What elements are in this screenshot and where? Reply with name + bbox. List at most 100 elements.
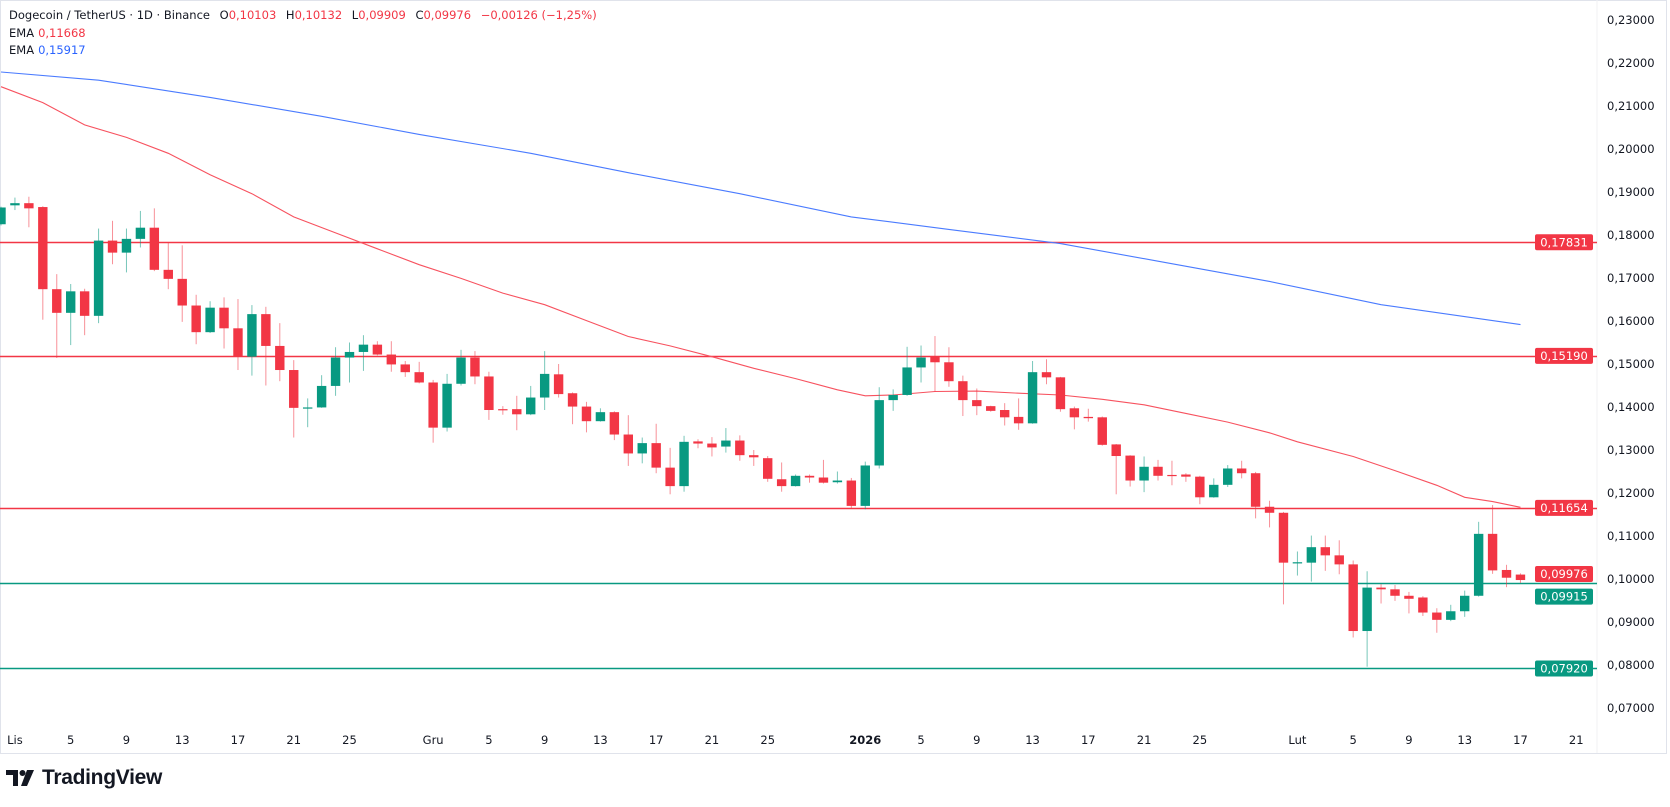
candle-down[interactable] <box>400 360 410 377</box>
candle-up[interactable] <box>0 206 6 226</box>
candle-up[interactable] <box>66 284 76 346</box>
candle-down[interactable] <box>52 274 62 358</box>
candle-down[interactable] <box>818 459 829 484</box>
candle-down[interactable] <box>79 288 90 336</box>
candle-up[interactable] <box>1223 465 1233 487</box>
candle-down[interactable] <box>414 361 424 384</box>
candle-down[interactable] <box>470 351 480 385</box>
candle-down[interactable] <box>999 403 1010 426</box>
candle-down[interactable] <box>693 439 703 449</box>
candle-down[interactable] <box>1348 560 1358 638</box>
candle-down[interactable] <box>972 388 982 416</box>
candle-up[interactable] <box>874 387 884 469</box>
candle-up[interactable] <box>902 346 912 396</box>
candle-down[interactable] <box>749 450 759 466</box>
candle-down[interactable] <box>707 437 717 457</box>
candle-up[interactable] <box>721 428 731 453</box>
candle-down[interactable] <box>1376 584 1386 604</box>
candle-up[interactable] <box>1460 590 1470 617</box>
candle-down[interactable] <box>804 474 815 483</box>
candle-down[interactable] <box>24 196 34 228</box>
candle-down[interactable] <box>1055 376 1066 412</box>
candle-down[interactable] <box>1195 475 1205 505</box>
candle-down[interactable] <box>1069 406 1080 430</box>
candle-down[interactable] <box>484 371 494 420</box>
candle-up[interactable] <box>316 375 327 408</box>
candle-up[interactable] <box>135 210 146 248</box>
candle-up[interactable] <box>637 437 647 464</box>
candle-up[interactable] <box>539 351 550 411</box>
candle-up[interactable] <box>1306 535 1317 582</box>
candle-down[interactable] <box>1167 460 1177 486</box>
candle-down[interactable] <box>1334 540 1344 575</box>
candle-up[interactable] <box>526 385 536 416</box>
candle-down[interactable] <box>651 423 661 474</box>
candle-down[interactable] <box>38 206 48 320</box>
symbol-title[interactable]: Dogecoin / TetherUS · 1D · Binance <box>9 8 210 22</box>
candle-up[interactable] <box>595 408 606 422</box>
candle-up[interactable] <box>679 435 689 492</box>
candle-up[interactable] <box>860 461 870 510</box>
candle-down[interactable] <box>1501 564 1512 588</box>
candle-down[interactable] <box>233 299 243 371</box>
candle-up[interactable] <box>205 301 215 334</box>
candle-down[interactable] <box>944 347 954 387</box>
candle-down[interactable] <box>1432 608 1442 633</box>
candle-down[interactable] <box>1181 473 1191 482</box>
candle-down[interactable] <box>1083 408 1094 422</box>
candle-down[interactable] <box>149 208 160 272</box>
candle-up[interactable] <box>1446 604 1456 622</box>
candle-down[interactable] <box>107 220 118 265</box>
time-axis[interactable]: Lis 5 9 13 17 21 25 Gru 5 9 13 17 21 25 2026 5 9 13 17 21 25… <box>7 733 1583 747</box>
candle-down[interactable] <box>498 406 508 415</box>
candle-down[interactable] <box>623 415 633 466</box>
candle-down[interactable] <box>1264 500 1275 528</box>
candle-up[interactable] <box>1473 521 1484 597</box>
candle-up[interactable] <box>121 228 132 273</box>
candle-down[interactable] <box>1320 535 1330 571</box>
candle-down[interactable] <box>665 447 675 495</box>
candle-down[interactable] <box>163 242 173 290</box>
candle-up[interactable] <box>442 373 452 432</box>
candle-up[interactable] <box>790 474 801 487</box>
candle-down[interactable] <box>289 360 299 438</box>
candle-down[interactable] <box>1153 459 1163 481</box>
candle-up[interactable] <box>93 228 104 324</box>
candle-down[interactable] <box>219 297 229 349</box>
candle-down[interactable] <box>275 323 285 382</box>
candle-down[interactable] <box>1404 591 1414 614</box>
candle-down[interactable] <box>776 462 787 492</box>
candle-down[interactable] <box>1041 359 1052 385</box>
candle-down[interactable] <box>581 401 592 433</box>
candle-down[interactable] <box>930 336 940 392</box>
candle-down[interactable] <box>986 405 996 412</box>
candle-up[interactable] <box>888 389 898 411</box>
ema-fast-row[interactable]: EMA 0,11668 <box>9 25 597 43</box>
candle-up[interactable] <box>1209 478 1219 498</box>
candle-down[interactable] <box>428 379 438 443</box>
candle-up[interactable] <box>832 471 843 484</box>
candle-down[interactable] <box>261 306 271 386</box>
candle-down[interactable] <box>1013 398 1024 430</box>
candle-down[interactable] <box>1418 596 1428 616</box>
ema-slow-row[interactable]: EMA 0,15917 <box>9 42 597 60</box>
candle-down[interactable] <box>1111 443 1121 495</box>
tradingview-logo[interactable]: TradingView <box>6 766 162 790</box>
candle-up[interactable] <box>456 349 466 386</box>
candle-up[interactable] <box>247 305 257 376</box>
candle-up[interactable] <box>916 345 926 383</box>
candle-down[interactable] <box>1250 471 1261 519</box>
candle-down[interactable] <box>1515 573 1526 583</box>
candle-up[interactable] <box>1139 456 1149 493</box>
candle-down[interactable] <box>846 477 857 509</box>
candle-up[interactable] <box>358 335 369 371</box>
candle-down[interactable] <box>958 375 968 417</box>
candle-down[interactable] <box>191 294 201 345</box>
candle-up[interactable] <box>302 398 313 428</box>
candle-down[interactable] <box>553 364 564 398</box>
candle-up[interactable] <box>1027 360 1038 424</box>
candle-down[interactable] <box>735 435 745 461</box>
candle-up[interactable] <box>1292 551 1303 576</box>
candle-down[interactable] <box>1236 460 1247 479</box>
